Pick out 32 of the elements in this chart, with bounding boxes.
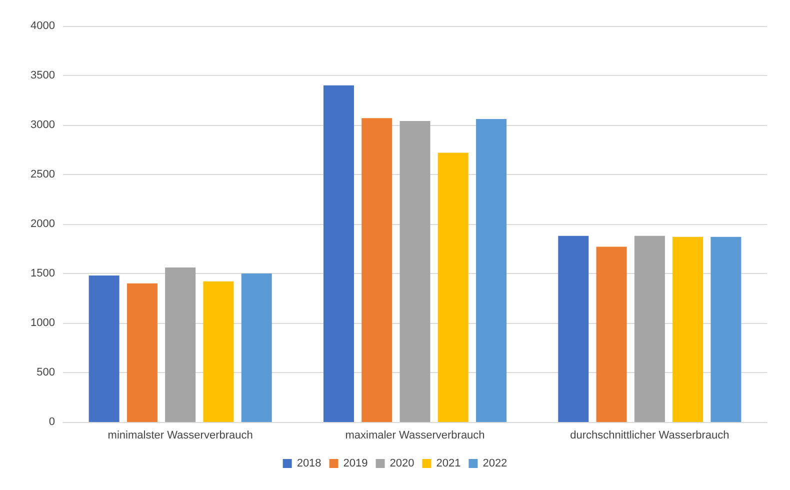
x-tick-label: minimalster Wasserverbrauch <box>108 430 253 442</box>
bar <box>323 85 354 422</box>
bar <box>558 236 589 422</box>
bar <box>126 283 158 422</box>
bar <box>634 236 665 422</box>
y-tick-label: 2000 <box>30 218 55 230</box>
legend-label: 2022 <box>482 458 508 470</box>
bar <box>203 281 234 422</box>
bar <box>476 119 507 422</box>
y-tick-label: 3500 <box>30 70 55 82</box>
bar <box>362 118 392 422</box>
bar <box>241 274 272 422</box>
bar <box>400 121 430 422</box>
y-tick-label: 1500 <box>30 268 55 280</box>
bar <box>672 236 704 422</box>
legend-label: 2019 <box>343 458 368 470</box>
legend-label: 2021 <box>436 458 461 470</box>
bar <box>165 268 196 422</box>
x-tick-label: maximaler Wasserverbrauch <box>345 430 485 442</box>
y-tick-label: 0 <box>48 416 55 428</box>
bar <box>596 246 627 422</box>
bar <box>438 152 468 422</box>
bar <box>88 275 120 422</box>
y-tick-label: 2500 <box>30 168 55 180</box>
y-tick-label: 500 <box>36 366 55 378</box>
x-tick-label: durchschnittlicher Wasserbrauch <box>570 430 730 442</box>
y-tick-label: 3000 <box>30 119 55 131</box>
legend-label: 2020 <box>390 458 414 470</box>
y-tick-label: 1000 <box>30 317 55 329</box>
legend-label: 2018 <box>296 458 322 470</box>
bar <box>710 236 742 422</box>
y-tick-label: 4000 <box>30 20 55 32</box>
